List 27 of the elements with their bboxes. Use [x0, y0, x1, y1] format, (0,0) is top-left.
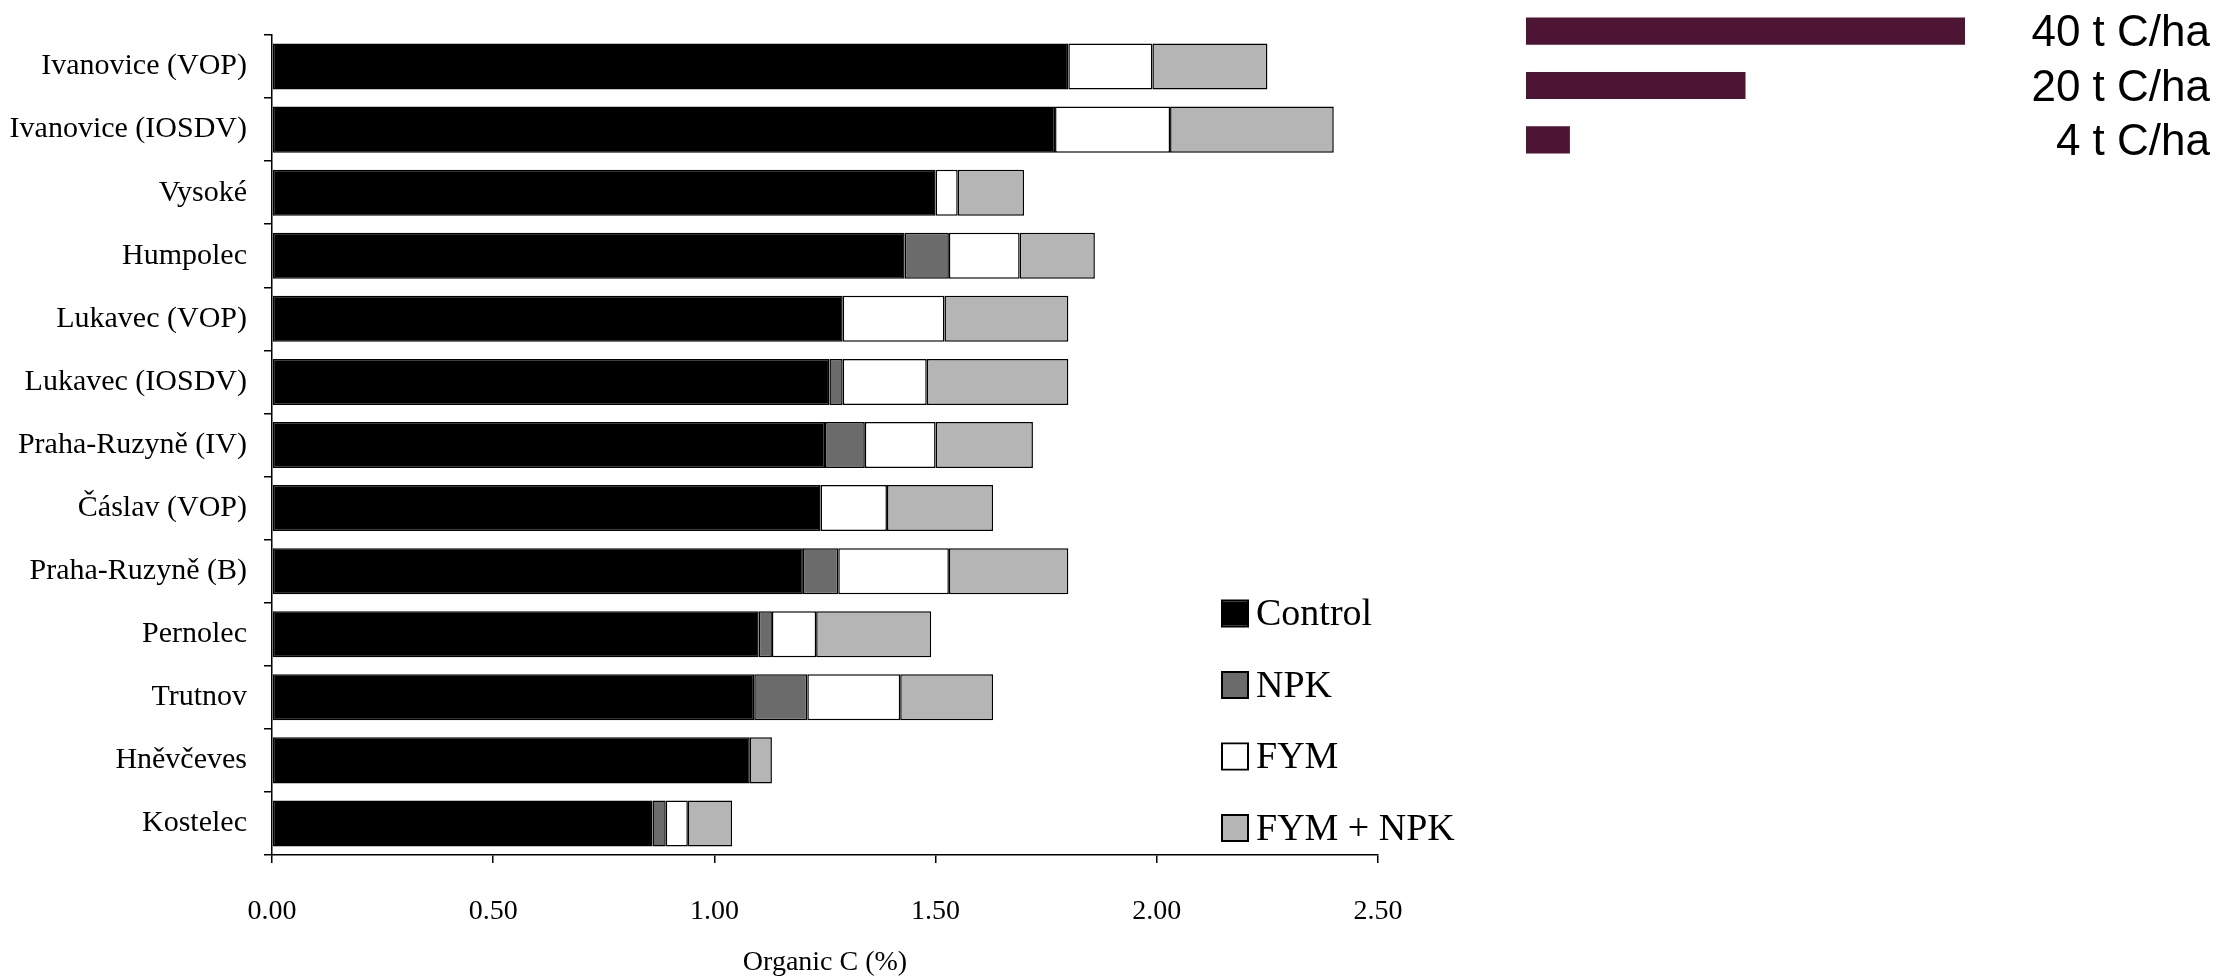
- x-tick-label: 0.00: [247, 894, 297, 926]
- y-tick-label: Praha-Ruzyně (IV): [17, 425, 247, 460]
- x-tick-label: 1.00: [689, 894, 739, 926]
- y-tick-label: Praha-Ruzyně (B): [29, 552, 247, 587]
- x-axis-title: Organic C (%): [742, 944, 908, 976]
- x-tick-label: 2.50: [1353, 894, 1403, 926]
- y-tick-label: Humpolec: [122, 236, 247, 270]
- y-tick-label: Ivanovice (IOSDV): [9, 110, 247, 145]
- data-label: 20 t C/ha: [2031, 60, 2211, 110]
- data-label: 40 t C/ha: [2031, 6, 2211, 56]
- y-tick-label: Kostelec: [142, 804, 247, 838]
- x-tick-label: 0.50: [468, 894, 518, 926]
- legend-label: Control: [1256, 591, 1373, 634]
- y-tick-label: Hněvčeves: [115, 741, 247, 775]
- y-tick-label: Trutnov: [151, 678, 247, 712]
- x-tick-label: 1.50: [911, 894, 961, 926]
- y-tick-label: Ivanovice (VOP): [41, 47, 247, 82]
- y-tick-label: Lukavec (IOSDV): [24, 362, 247, 397]
- legend-label: FYM + NPK: [1256, 805, 1456, 848]
- y-tick-label: Lukavec (VOP): [56, 299, 247, 334]
- y-tick-label: Vysoké: [158, 173, 247, 207]
- legend-label: FYM: [1256, 734, 1339, 777]
- data-label: 4 t C/ha: [2055, 114, 2211, 164]
- y-tick-label: Čáslav (VOP): [77, 488, 247, 523]
- x-tick-label: 2.00: [1132, 894, 1182, 926]
- y-tick-label: Pernolec: [142, 615, 247, 649]
- legend-label: NPK: [1256, 662, 1333, 705]
